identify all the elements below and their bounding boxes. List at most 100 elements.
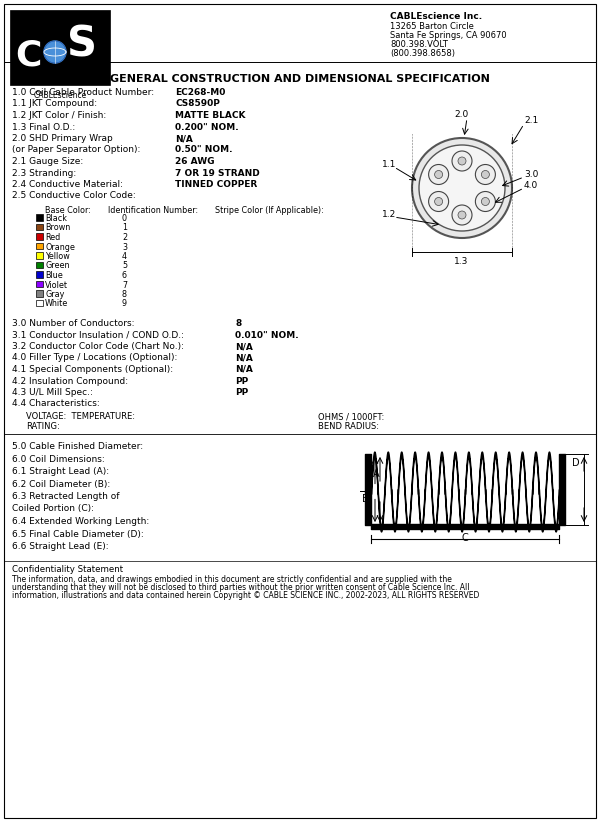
Text: Yellow: Yellow [45,252,70,261]
Text: Red: Red [45,233,60,242]
Circle shape [481,197,490,206]
Text: Violet: Violet [45,280,68,289]
Text: 4.0 Filler Type / Locations (Optional):: 4.0 Filler Type / Locations (Optional): [12,353,178,363]
Text: 1: 1 [122,224,127,233]
Text: 2: 2 [122,233,127,242]
Bar [36,233,43,240]
Text: 6.4 Extended Working Length:: 6.4 Extended Working Length: [12,517,149,526]
Text: MATTE BLACK: MATTE BLACK [175,111,245,120]
Text: 800.398.VOLT: 800.398.VOLT [390,40,448,49]
Text: 7: 7 [122,280,127,289]
Text: 1.2: 1.2 [382,210,396,219]
Text: 0.010" NOM.: 0.010" NOM. [235,330,299,339]
Text: 3.0: 3.0 [524,170,538,179]
Circle shape [434,170,443,178]
Text: 2.4 Conductive Material:: 2.4 Conductive Material: [12,180,123,189]
Bar [36,300,43,307]
Text: CS8590P: CS8590P [175,99,220,109]
Text: 1.3 Final O.D.:: 1.3 Final O.D.: [12,122,75,132]
Text: D: D [572,458,580,468]
Text: CABLEscience: CABLEscience [34,91,86,100]
Text: A: A [373,469,379,479]
Text: S: S [67,24,97,66]
Text: Blue: Blue [45,271,63,280]
Text: 1.0 Coil Cable Product Number:: 1.0 Coil Cable Product Number: [12,88,154,97]
Text: 6.0 Coil Dimensions:: 6.0 Coil Dimensions: [12,455,105,464]
Text: PP: PP [235,376,248,386]
Circle shape [458,211,466,219]
Text: Identification Number:: Identification Number: [108,206,198,215]
Bar [36,224,43,230]
Text: 6.1 Straight Lead (A):: 6.1 Straight Lead (A): [12,467,109,476]
Circle shape [428,192,449,211]
Circle shape [481,170,490,178]
Text: 5: 5 [122,261,127,270]
Text: Orange: Orange [45,242,75,252]
Text: (800.398.8658): (800.398.8658) [390,49,455,58]
Text: 7 OR 19 STRAND: 7 OR 19 STRAND [175,169,260,178]
Text: 8: 8 [235,319,241,328]
Text: N/A: N/A [235,365,253,374]
Text: 2.0 SHD Primary Wrap: 2.0 SHD Primary Wrap [12,134,113,143]
Text: 13265 Barton Circle: 13265 Barton Circle [390,22,474,31]
Text: Coiled Portion (C):: Coiled Portion (C): [12,505,94,514]
Bar [36,271,43,278]
Text: EC268-M0: EC268-M0 [175,88,226,97]
Text: White: White [45,299,68,308]
Text: 4.4 Characteristics:: 4.4 Characteristics: [12,399,100,409]
Bar [36,215,43,221]
Circle shape [452,151,472,171]
Text: 6.6 Straight Lead (E):: 6.6 Straight Lead (E): [12,542,109,551]
Text: C: C [461,533,469,543]
Bar [10,10,110,85]
Text: 5.0 Cable Finished Diameter:: 5.0 Cable Finished Diameter: [12,442,143,451]
Circle shape [475,192,496,211]
Bar [36,262,43,269]
Text: (or Paper Separator Option):: (or Paper Separator Option): [12,145,140,155]
Text: information, illustrations and data contained herein Copyright © CABLE SCIENCE I: information, illustrations and data cont… [12,590,479,599]
Text: 9: 9 [122,299,127,308]
Text: Base Color:: Base Color: [45,206,91,215]
Text: 3: 3 [122,242,127,252]
Text: 6.5 Final Cable Diameter (D):: 6.5 Final Cable Diameter (D): [12,529,144,538]
Text: 8: 8 [122,290,127,299]
Text: Black: Black [45,214,67,223]
Text: TINNED COPPER: TINNED COPPER [175,180,257,189]
Text: 1.3: 1.3 [454,257,469,266]
Text: 6.2 Coil Diameter (B):: 6.2 Coil Diameter (B): [12,479,110,488]
Circle shape [452,205,472,225]
Circle shape [44,41,66,63]
Text: 1.1 JKT Compound:: 1.1 JKT Compound: [12,99,97,109]
Text: 2.3 Stranding:: 2.3 Stranding: [12,169,76,178]
Text: CABLEscience Inc.: CABLEscience Inc. [390,12,482,21]
Circle shape [419,145,505,231]
Text: 2.1: 2.1 [524,116,538,125]
Bar [36,252,43,259]
Text: 0: 0 [122,214,127,223]
Circle shape [475,164,496,184]
Text: Gray: Gray [45,290,64,299]
Text: The information, data, and drawings embodied in this document are strictly confi: The information, data, and drawings embo… [12,575,452,584]
Text: E: E [559,472,565,482]
Text: VOLTAGE:  TEMPERATURE:: VOLTAGE: TEMPERATURE: [26,412,135,421]
Text: 4.1 Special Components (Optional):: 4.1 Special Components (Optional): [12,365,173,374]
Text: BEND RADIUS:: BEND RADIUS: [318,422,379,431]
Text: PP: PP [235,388,248,397]
Text: OHMS / 1000FT:: OHMS / 1000FT: [318,412,384,421]
Circle shape [412,138,512,238]
Text: Santa Fe Springs, CA 90670: Santa Fe Springs, CA 90670 [390,31,506,40]
Text: Confidentiality Statement: Confidentiality Statement [12,566,123,575]
Text: 4: 4 [122,252,127,261]
Text: 6.3 Retracted Length of: 6.3 Retracted Length of [12,492,119,501]
Circle shape [428,164,449,184]
Text: understanding that they will not be disclosed to third parties without the prior: understanding that they will not be disc… [12,583,470,592]
Text: B: B [362,494,368,504]
Text: 3.0 Number of Conductors:: 3.0 Number of Conductors: [12,319,134,328]
Text: N/A: N/A [235,353,253,363]
Circle shape [434,197,443,206]
Text: 1.1: 1.1 [382,160,397,169]
Text: 26 AWG: 26 AWG [175,157,215,166]
Text: 4.3 U/L Mill Spec.:: 4.3 U/L Mill Spec.: [12,388,93,397]
Text: 4.0: 4.0 [524,181,538,190]
Text: GENERAL CONSTRUCTION AND DIMENSIONAL SPECIFICATION: GENERAL CONSTRUCTION AND DIMENSIONAL SPE… [110,74,490,84]
